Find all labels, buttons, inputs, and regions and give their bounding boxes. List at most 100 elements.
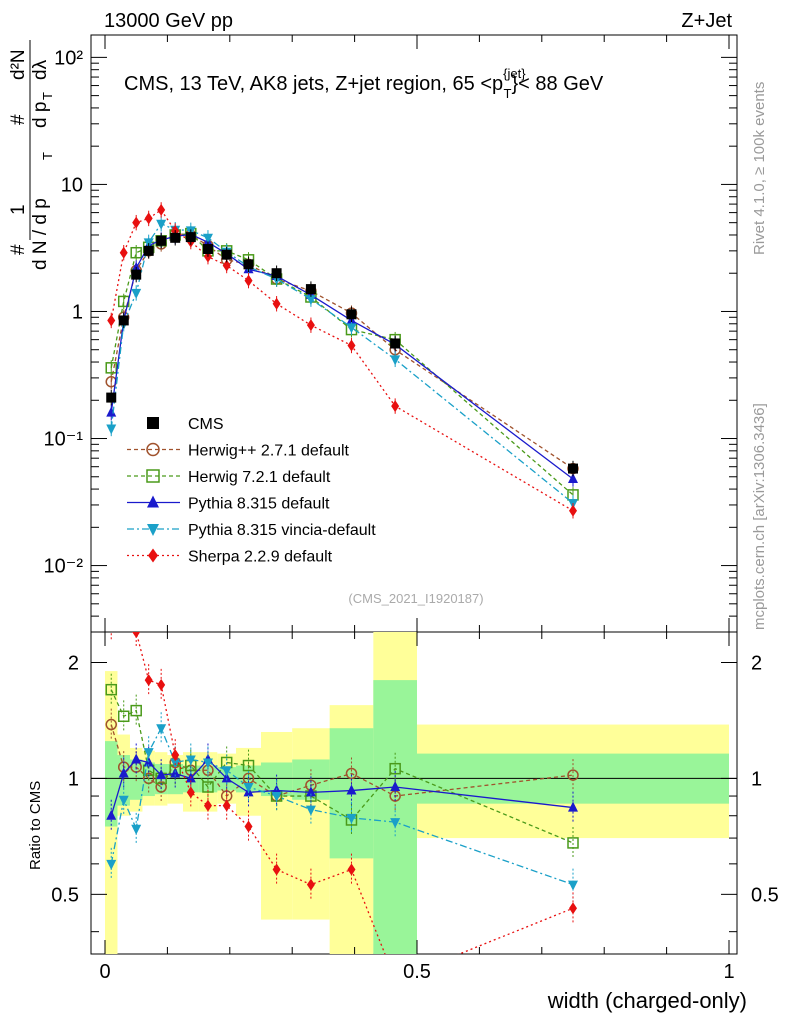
ratio-point-pythia-8-315-vincia-default	[568, 880, 578, 891]
point-sherpa-2-2-9-default	[391, 400, 400, 413]
y-axis-label-ratio: Ratio to CMS	[27, 781, 44, 870]
main-plot-frame	[90, 34, 738, 633]
ratio-point-sherpa-2-2-9-default	[222, 799, 231, 812]
point-pythia-8-315-default	[568, 473, 578, 484]
legend-label-cms: CMS	[188, 416, 224, 433]
svg-text:1: 1	[8, 204, 29, 215]
legend-label-herwig-2-7-1-default: Herwig++ 2.7.1 default	[188, 443, 350, 460]
point-pythia-8-315-vincia-default	[131, 288, 142, 299]
ratio-point-pythia-8-315-vincia-default	[346, 813, 357, 824]
point-pythia-8-315-vincia-default	[346, 323, 357, 334]
point-herwig-7-2-1-default	[105, 362, 117, 374]
ratio-point-pythia-8-315-default	[118, 767, 129, 778]
svg-text:d N / d p: d N / d p	[30, 198, 51, 270]
point-cms	[305, 284, 316, 295]
ratio-point-sherpa-2-2-9-default	[203, 799, 212, 812]
point-cms	[185, 232, 196, 243]
ratio-point-pythia-8-315-vincia-default	[221, 766, 232, 777]
ratio-point-pythia-8-315-vincia-default	[156, 724, 167, 735]
point-cms	[221, 249, 232, 260]
y-tick-label: 10⁻²	[44, 556, 84, 578]
point-sherpa-2-2-9-default	[569, 504, 577, 517]
ratio-point-pythia-8-315-default	[346, 784, 357, 795]
ratio-point-sherpa-2-2-9-default	[569, 902, 577, 915]
svg-text:#: #	[8, 244, 29, 255]
ratio-point-sherpa-2-2-9-default	[107, 619, 115, 631]
ratio-point-herwig-7-2-1-default	[202, 781, 214, 793]
point-sherpa-2-2-9-default	[222, 259, 231, 272]
ratio-point-pythia-8-315-default	[305, 786, 316, 797]
legend-marker-herwig-7-2-1-default	[146, 469, 160, 483]
ratio-point-sherpa-2-2-9-default	[144, 674, 153, 687]
legend-label-pythia-8-315-default: Pythia 8.315 default	[188, 496, 330, 513]
point-pythia-8-315-vincia-default	[156, 219, 167, 230]
ratio-point-sherpa-2-2-9-default	[306, 878, 315, 891]
point-cms	[106, 392, 117, 403]
ratio-point-herwig-7-2-1-default	[389, 762, 401, 775]
legend-marker-herwig-2-7-1-default	[146, 442, 160, 457]
point-pythia-8-315-vincia-default	[202, 233, 213, 244]
point-pythia-8-315-vincia-default	[106, 424, 117, 435]
series-line-herwig-2-7-1-default	[110, 232, 574, 470]
legend-label-pythia-8-315-vincia-default: Pythia 8.315 vincia-default	[188, 522, 376, 539]
point-sherpa-2-2-9-default	[107, 314, 116, 327]
point-sherpa-2-2-9-default	[272, 297, 281, 310]
ratio-point-herwig-2-7-1-default	[567, 769, 579, 781]
point-pythia-8-315-default	[106, 406, 117, 417]
rivet-label: Rivet 4.1.0, ≥ 100k events	[751, 82, 768, 255]
legend-marker-sherpa-2-2-9-default	[148, 548, 158, 563]
point-pythia-8-315-vincia-default	[390, 355, 401, 366]
ratio-point-sherpa-2-2-9-default	[391, 974, 399, 986]
ratio-tick-label: 1	[68, 768, 79, 790]
ratio-point-herwig-2-7-1-default	[345, 767, 358, 780]
y-tick-label: 10⁻¹	[44, 429, 84, 451]
x-tick-label: 1	[723, 961, 734, 983]
ratio-point-herwig-7-2-1-default	[242, 759, 255, 772]
ratio-point-sherpa-2-2-9-default	[244, 820, 253, 833]
point-cms	[156, 235, 167, 246]
svg-text:T: T	[40, 152, 55, 160]
ratio-tick-label-right: 0.5	[751, 884, 779, 906]
point-cms	[170, 232, 181, 243]
svg-text:d²N: d²N	[8, 49, 29, 80]
ratio-point-pythia-8-315-default	[131, 753, 142, 764]
point-pythia-8-315-vincia-default	[305, 295, 316, 306]
ratio-point-pythia-8-315-vincia-default	[202, 758, 213, 769]
ratio-point-herwig-7-2-1-default	[567, 837, 579, 849]
series-line-pythia-8-315-vincia-default	[110, 222, 574, 504]
ratio-band-outer	[292, 728, 330, 920]
ratio-point-pythia-8-315-vincia-default	[305, 805, 316, 816]
ratio-line-herwig-7-2-1-default	[110, 689, 574, 844]
ratio-tick-label: 0.5	[51, 884, 79, 906]
ratio-point-sherpa-2-2-9-default	[157, 678, 166, 691]
ratio-point-sherpa-2-2-9-default	[272, 863, 281, 876]
svg-text:#: #	[8, 114, 29, 125]
legend-marker-pythia-8-315-default	[147, 495, 159, 508]
point-cms	[271, 268, 282, 279]
ratio-point-pythia-8-315-vincia-default	[243, 782, 254, 793]
ratio-point-sherpa-2-2-9-default	[347, 863, 356, 876]
ratio-band-outer	[261, 731, 293, 920]
legend-label-sherpa-2-2-9-default: Sherpa 2.2.9 default	[188, 549, 333, 566]
point-cms	[118, 315, 129, 326]
ratio-point-herwig-7-2-1-default	[105, 683, 117, 696]
ratio-point-pythia-8-315-vincia-default	[106, 859, 117, 870]
point-cms	[202, 244, 213, 255]
ratio-point-pythia-8-315-default	[390, 780, 401, 791]
ratio-point-sherpa-2-2-9-default	[186, 786, 195, 799]
y-tick-label: 10²	[54, 47, 83, 69]
point-cms	[390, 338, 401, 349]
legend-marker-cms	[147, 417, 159, 429]
point-sherpa-2-2-9-default	[119, 246, 128, 259]
series-line-sherpa-2-2-9-default	[110, 209, 574, 512]
ratio-line-sherpa-2-2-9-default	[135, 632, 574, 954]
svg-text:dλ: dλ	[30, 59, 51, 80]
ratio-point-pythia-8-315-default	[106, 809, 117, 820]
ratio-point-pythia-8-315-vincia-default	[390, 818, 401, 829]
ratio-point-pythia-8-315-vincia-default	[143, 748, 154, 759]
x-tick-label: 0	[99, 961, 110, 983]
point-sherpa-2-2-9-default	[306, 319, 315, 332]
ratio-point-sherpa-2-2-9-default	[120, 589, 128, 601]
ratio-point-herwig-7-2-1-default	[117, 710, 130, 723]
